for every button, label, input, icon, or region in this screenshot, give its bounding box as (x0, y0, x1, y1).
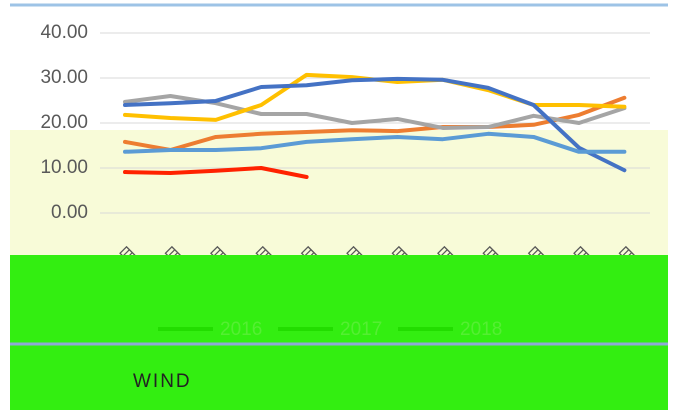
y-tick-label: 40.00 (40, 22, 88, 43)
y-tick-label: 30.00 (40, 67, 88, 88)
series-line (123, 166, 309, 179)
footer: WIND (133, 371, 192, 392)
series-line (123, 95, 627, 152)
legend-label: 2017 (340, 319, 382, 340)
y-tick-label: 10.00 (40, 157, 88, 178)
legend-label: 2018 (460, 319, 502, 340)
legend: 2016 2017 2018 (158, 319, 502, 340)
overlay-light (10, 130, 668, 255)
series-line (123, 72, 627, 122)
series-line (123, 131, 627, 154)
y-tick-label: 20.00 (40, 112, 88, 133)
overlay-green (10, 255, 668, 410)
y-tick-label: 0.00 (51, 202, 88, 223)
legend-label: 2016 (220, 319, 262, 340)
series-line (123, 76, 627, 173)
